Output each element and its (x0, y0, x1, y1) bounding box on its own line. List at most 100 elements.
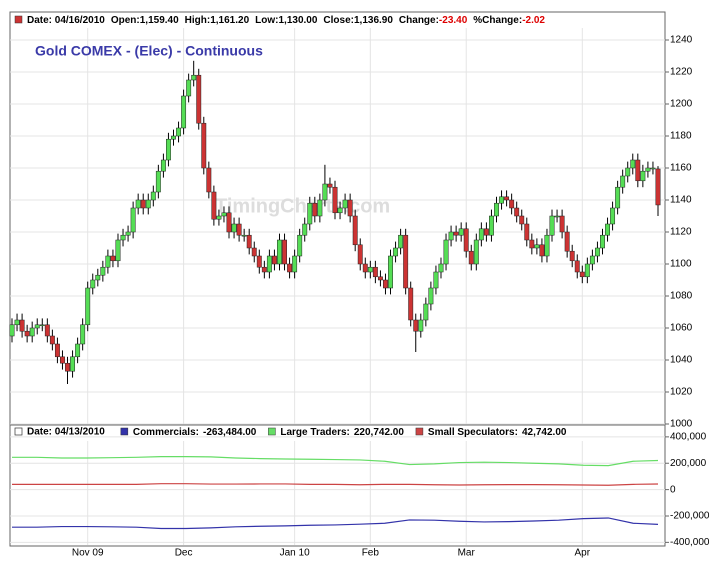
header-item: 1,161.20 (210, 15, 249, 26)
candle-body (554, 215, 560, 218)
candle-body (403, 234, 409, 289)
y-tick-label: 200,000 (670, 458, 707, 469)
x-tick-label: Apr (575, 548, 591, 559)
candle-body (630, 159, 636, 169)
candle-body (19, 319, 25, 332)
y-tick-label: 0 (670, 484, 676, 495)
candle-body (342, 199, 348, 209)
candle-body (635, 159, 641, 182)
candle-body (625, 167, 631, 177)
header-item: Change: (399, 15, 439, 26)
candle-body (377, 276, 383, 281)
candle-body (236, 223, 242, 236)
candle-body (322, 183, 328, 201)
y-tick-label: 1140 (670, 195, 692, 206)
header-text: Date: 04/16/2010 Open:1,159.40 High:1,161.… (27, 15, 545, 26)
legend-name: Commercials: (133, 427, 199, 438)
candle-body (483, 228, 489, 236)
candle-body (620, 175, 626, 188)
candle-body (251, 247, 257, 257)
candle-body (352, 215, 358, 246)
candle-body (418, 319, 424, 332)
series-line (12, 483, 659, 486)
legend-value: 220,742.00 (354, 427, 404, 438)
candle-body (282, 239, 287, 265)
legend-name: Small Speculators: (428, 427, 518, 438)
header-item: 1,136.90 (354, 15, 393, 26)
candle-body (433, 271, 439, 289)
header-item: Close: (323, 15, 354, 26)
legend-text: Large Traders: 220,742.00 (280, 427, 404, 438)
candle-body (393, 247, 399, 257)
candle-body (524, 223, 530, 241)
y-tick-label: 1080 (670, 291, 693, 302)
y-tick-label: 1060 (670, 323, 693, 334)
candle-body (196, 74, 202, 124)
candle-body (494, 202, 499, 217)
header-item: -2.02 (522, 15, 545, 26)
candle-body (539, 244, 545, 257)
candle-body (60, 356, 65, 364)
header-item: %Change: (473, 15, 522, 26)
y-tick-label: 1000 (670, 419, 693, 430)
candle-body (357, 244, 363, 265)
candle-body (463, 228, 469, 252)
candle-body (95, 274, 101, 281)
candle-body (610, 207, 616, 225)
y-tick-label: -400,000 (670, 537, 710, 548)
header-item: -23.40 (439, 15, 468, 26)
candle-body (589, 255, 595, 265)
candle-body (44, 324, 50, 337)
watermark: TimingCharts.com (215, 195, 390, 217)
candle-body (499, 196, 504, 204)
y-tick-label: -200,000 (670, 511, 710, 522)
header-item: 1,159.40 (140, 15, 179, 26)
y-tick-label: 1220 (670, 67, 693, 78)
candle-body (423, 303, 429, 321)
candle-body (231, 223, 237, 233)
candle-body (24, 330, 30, 337)
candle-body (105, 255, 111, 268)
candle-body (297, 234, 303, 257)
candle-body (145, 199, 151, 209)
candle-body (615, 186, 621, 209)
candle-body (408, 287, 414, 321)
candle-body (559, 215, 565, 233)
candle-body (453, 231, 459, 236)
candle-body (509, 199, 515, 209)
candle-body (49, 335, 55, 345)
candle-body (428, 287, 434, 305)
y-tick-label: 1180 (670, 131, 692, 142)
y-tick-label: 1160 (670, 163, 692, 174)
y-tick-label: 1040 (670, 355, 693, 366)
cot-legend: Date: 04/13/2010 Commercials: -263,484.00 L… (14, 427, 567, 438)
candle-body (160, 159, 166, 172)
header-item: Low: (255, 15, 278, 26)
candle-body (519, 215, 525, 225)
legend-name: Large Traders: (280, 427, 349, 438)
candle-body (186, 79, 192, 97)
legend-marker (415, 427, 424, 436)
candle-body (80, 324, 86, 345)
legend-value: -263,484.00 (203, 427, 257, 438)
candle-body (155, 170, 161, 193)
candle-body (327, 183, 333, 188)
candle-body (504, 196, 510, 201)
candle-body (261, 266, 267, 273)
candle-body (29, 327, 35, 337)
candle-body (206, 167, 212, 193)
x-tick-label: Feb (362, 548, 380, 559)
cot-panel (9, 424, 666, 547)
candle-body (75, 343, 81, 358)
candle-body (337, 207, 343, 214)
candle-body (271, 255, 277, 265)
x-tick-label: Dec (175, 548, 193, 559)
price-header: Date: 04/16/2010 Open:1,159.40 High:1,161.… (14, 15, 545, 26)
y-tick-label: 400,000 (670, 432, 707, 443)
y-tick-label: 1020 (670, 387, 693, 398)
series-line (12, 517, 659, 530)
candle-body (478, 228, 484, 241)
candle-body (489, 215, 494, 236)
header-marker (14, 15, 23, 24)
